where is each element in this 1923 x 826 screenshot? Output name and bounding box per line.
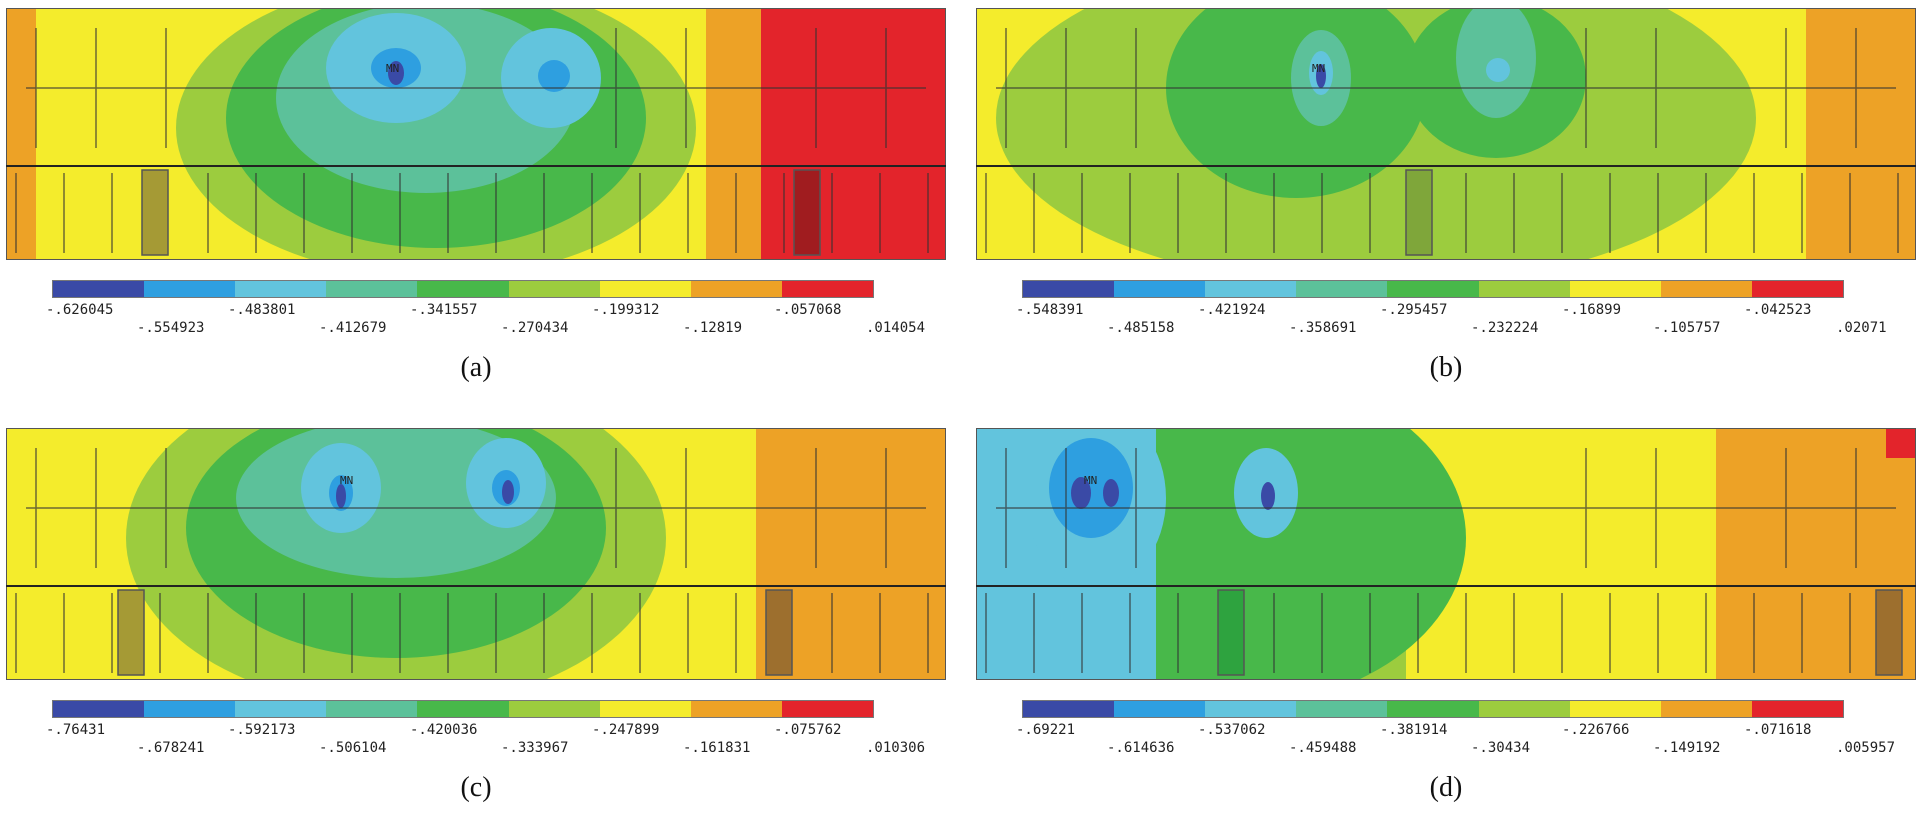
- legend-swatch: [1387, 701, 1479, 717]
- contour-panel-a: MN -.626045 -.554923 -.483801 -.412679 -…: [0, 0, 952, 405]
- legend-swatch: [144, 701, 236, 717]
- legend-tick: -.554923: [137, 320, 205, 336]
- legend-swatch: [1114, 281, 1206, 297]
- legend-swatch: [1296, 701, 1388, 717]
- legend-tick: -.12819: [683, 320, 743, 336]
- legend-tick: -.459488: [1289, 740, 1357, 756]
- legend-tick: -.30434: [1471, 740, 1531, 756]
- legend-swatch: [144, 281, 236, 297]
- legend-tick: -.333967: [501, 740, 569, 756]
- legend-swatch: [326, 701, 418, 717]
- contour-plot: MN: [976, 428, 1916, 680]
- color-legend: [1022, 280, 1844, 298]
- legend-swatch: [417, 701, 509, 717]
- legend-swatch: [1569, 701, 1661, 717]
- legend-tick: -.485158: [1107, 320, 1175, 336]
- legend-tick: -.16899: [1562, 302, 1622, 318]
- legend-swatch: [1569, 281, 1661, 297]
- legend-swatch: [690, 701, 782, 717]
- legend-tick: -.421924: [1198, 302, 1266, 318]
- legend-tick: -.506104: [319, 740, 387, 756]
- legend-swatch: [599, 281, 691, 297]
- panel-caption: (b): [1429, 352, 1463, 383]
- legend-swatch: [508, 701, 600, 717]
- legend-swatch: [1023, 701, 1115, 717]
- legend-tick: -.412679: [319, 320, 387, 336]
- legend-swatch: [417, 281, 509, 297]
- legend-swatch: [53, 281, 145, 297]
- legend-tick: -.678241: [137, 740, 205, 756]
- legend-swatch: [1205, 281, 1297, 297]
- legend-tick: -.358691: [1289, 320, 1357, 336]
- min-marker-label: MN: [340, 474, 353, 487]
- legend-swatch: [508, 281, 600, 297]
- legend-tick: -.548391: [1016, 302, 1084, 318]
- contour-panel-b: MN -.548391 -.485158 -.421924 -.358691 -…: [970, 0, 1922, 405]
- legend-tick: -.420036: [410, 722, 478, 738]
- legend-swatch: [1023, 281, 1115, 297]
- legend-swatch: [1114, 701, 1206, 717]
- legend-swatch: [1751, 281, 1843, 297]
- legend-tick: -.270434: [501, 320, 569, 336]
- legend-swatch: [599, 701, 691, 717]
- min-marker-label: MN: [1312, 62, 1325, 75]
- legend-tick: -.537062: [1198, 722, 1266, 738]
- legend-swatch: [1478, 281, 1570, 297]
- legend-tick: -.232224: [1471, 320, 1539, 336]
- legend-tick: -.614636: [1107, 740, 1175, 756]
- legend-swatch: [1387, 281, 1479, 297]
- legend-tick: -.071618: [1744, 722, 1812, 738]
- legend-swatch: [1751, 701, 1843, 717]
- legend-tick: -.592173: [228, 722, 296, 738]
- panel-caption: (a): [460, 352, 492, 383]
- legend-swatch: [1660, 281, 1752, 297]
- color-legend: [52, 280, 874, 298]
- legend-tick: -.226766: [1562, 722, 1630, 738]
- color-legend: [1022, 700, 1844, 718]
- panel-caption: (d): [1429, 772, 1463, 803]
- legend-tick: -.042523: [1744, 302, 1812, 318]
- legend-tick: -.76431: [46, 722, 106, 738]
- legend-swatch: [690, 281, 782, 297]
- contour-panel-c: MN -.76431 -.678241 -.592173 -.506104 -.…: [0, 420, 952, 825]
- color-legend: [52, 700, 874, 718]
- legend-tick: -.626045: [46, 302, 114, 318]
- legend-tick: -.483801: [228, 302, 296, 318]
- legend-swatch: [326, 281, 418, 297]
- legend-swatch: [235, 701, 327, 717]
- legend-swatch: [781, 701, 873, 717]
- min-marker-label: MN: [386, 62, 399, 75]
- contour-panel-d: MN -.69221 -.614636 -.537062 -.459488 -.…: [970, 420, 1922, 825]
- legend-tick: -.341557: [410, 302, 478, 318]
- legend-tick: .010306: [866, 740, 926, 756]
- legend-tick: .014054: [866, 320, 926, 336]
- legend-tick: -.161831: [683, 740, 751, 756]
- panel-caption: (c): [460, 772, 492, 803]
- legend-swatch: [1478, 701, 1570, 717]
- legend-swatch: [781, 281, 873, 297]
- legend-tick: -.381914: [1380, 722, 1448, 738]
- legend-tick: -.149192: [1653, 740, 1721, 756]
- legend-tick: -.075762: [774, 722, 842, 738]
- legend-swatch: [235, 281, 327, 297]
- contour-plot: MN: [6, 8, 946, 260]
- legend-swatch: [53, 701, 145, 717]
- legend-tick: .02071: [1836, 320, 1887, 336]
- legend-tick: .005957: [1836, 740, 1896, 756]
- legend-swatch: [1296, 281, 1388, 297]
- contour-plot: MN: [6, 428, 946, 680]
- legend-tick: -.295457: [1380, 302, 1448, 318]
- min-marker-label: MN: [1084, 474, 1097, 487]
- legend-tick: -.69221: [1016, 722, 1076, 738]
- legend-swatch: [1660, 701, 1752, 717]
- contour-plot: MN: [976, 8, 1916, 260]
- legend-tick: -.057068: [774, 302, 842, 318]
- legend-tick: -.199312: [592, 302, 660, 318]
- legend-swatch: [1205, 701, 1297, 717]
- legend-tick: -.105757: [1653, 320, 1721, 336]
- legend-tick: -.247899: [592, 722, 660, 738]
